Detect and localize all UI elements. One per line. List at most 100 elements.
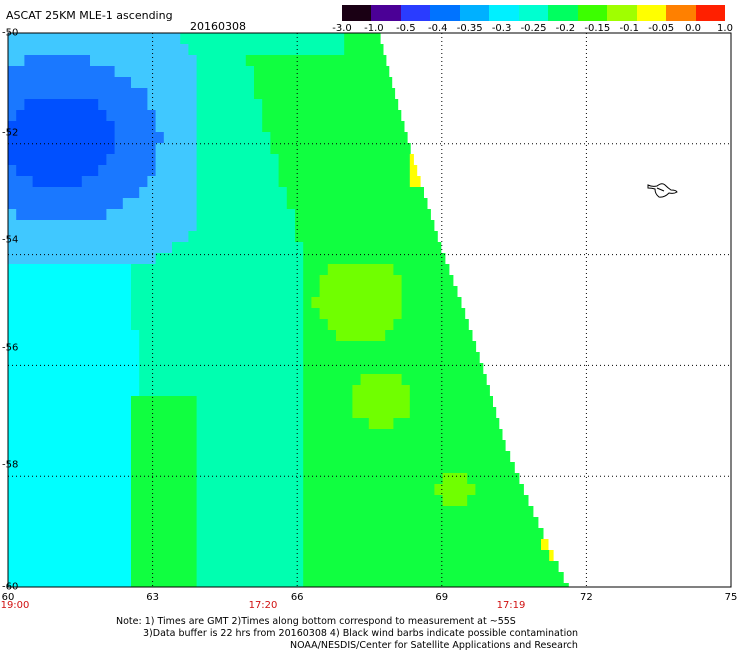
wind-cell <box>172 517 181 529</box>
wind-cell <box>188 110 198 122</box>
wind-cell <box>459 429 468 441</box>
wind-cell <box>73 374 83 386</box>
wind-cell <box>385 385 394 397</box>
wind-cell <box>172 121 181 133</box>
wind-cell <box>204 451 214 463</box>
wind-cell <box>237 231 247 243</box>
wind-cell <box>229 143 239 155</box>
wind-cell <box>188 319 198 331</box>
wind-cell <box>245 451 255 463</box>
wind-cell <box>90 132 99 144</box>
wind-cell <box>57 440 66 452</box>
wind-cell <box>81 484 91 496</box>
wind-cell <box>98 484 107 496</box>
wind-cell <box>311 396 321 408</box>
wind-cell <box>368 33 378 45</box>
wind-cell <box>90 451 99 463</box>
wind-cell <box>270 231 280 243</box>
wind-cell <box>90 429 99 441</box>
wind-cell <box>147 275 157 287</box>
wind-cell <box>245 429 255 441</box>
wind-cell <box>196 286 206 298</box>
wind-cell <box>319 352 329 364</box>
wind-cell <box>270 396 280 408</box>
wind-cell <box>295 429 304 441</box>
wind-cell <box>409 407 419 419</box>
wind-cell <box>245 88 255 100</box>
wind-cell <box>401 539 411 551</box>
wind-cell <box>368 209 378 221</box>
wind-cell <box>418 187 424 199</box>
wind-cell <box>24 352 34 364</box>
wind-cell <box>90 297 99 309</box>
wind-cell <box>360 561 370 573</box>
wind-cell <box>385 396 394 408</box>
wind-cell <box>245 110 255 122</box>
wind-cell <box>368 451 378 463</box>
wind-cell <box>393 561 403 573</box>
wind-cell <box>327 132 337 144</box>
wind-cell <box>500 550 509 562</box>
wind-cell <box>336 132 345 144</box>
wind-cell <box>409 506 419 518</box>
wind-cell <box>254 275 263 287</box>
wind-cell <box>106 484 116 496</box>
wind-cell <box>131 99 140 111</box>
wind-cell <box>475 495 485 507</box>
wind-cell <box>139 374 148 386</box>
wind-cell <box>311 583 321 587</box>
wind-cell <box>319 561 329 573</box>
wind-cell <box>434 528 444 540</box>
wind-cell <box>409 176 419 188</box>
wind-cell <box>303 341 312 353</box>
wind-cell <box>81 451 91 463</box>
wind-cell <box>221 319 230 331</box>
wind-cell <box>180 242 189 254</box>
wind-cell <box>147 33 157 45</box>
wind-cell <box>295 418 304 430</box>
wind-cell <box>278 176 288 188</box>
wind-cell <box>114 154 124 166</box>
wind-cell <box>49 363 58 375</box>
wind-cell <box>541 528 544 540</box>
wind-cell <box>98 583 107 587</box>
wind-cell <box>172 286 181 298</box>
wind-cell <box>131 506 140 518</box>
wind-cell <box>122 165 132 177</box>
wind-cell <box>491 440 501 452</box>
wind-cell <box>418 319 427 331</box>
wind-cell <box>442 550 452 562</box>
wind-cell <box>311 209 321 221</box>
wind-cell <box>401 583 411 587</box>
wind-cell <box>409 341 419 353</box>
wind-cell <box>90 473 99 485</box>
wind-cell <box>81 341 91 353</box>
wind-cell <box>303 308 312 320</box>
wind-cell <box>180 539 189 551</box>
wind-cell <box>16 484 25 496</box>
wind-cell <box>377 33 381 45</box>
wind-cell <box>98 165 107 177</box>
wind-cell <box>172 198 181 210</box>
wind-cell <box>286 154 296 166</box>
wind-cell <box>8 220 17 232</box>
wind-cell <box>221 473 230 485</box>
wind-cell <box>319 297 329 309</box>
wind-cell <box>368 473 378 485</box>
wind-cell <box>459 319 468 331</box>
wind-cell <box>467 352 476 364</box>
wind-cell <box>393 154 403 166</box>
wind-cell <box>344 572 353 584</box>
wind-cell <box>336 517 345 529</box>
wind-cell <box>40 341 50 353</box>
wind-cell <box>90 66 99 78</box>
wind-cell <box>270 132 280 144</box>
wind-cell <box>139 451 148 463</box>
wind-cell <box>401 165 411 177</box>
colorbar-swatch <box>342 5 372 21</box>
wind-cell <box>188 209 198 221</box>
wind-cell <box>262 550 271 562</box>
wind-cell <box>442 407 452 419</box>
wind-cell <box>204 440 214 452</box>
wind-cell <box>172 495 181 507</box>
